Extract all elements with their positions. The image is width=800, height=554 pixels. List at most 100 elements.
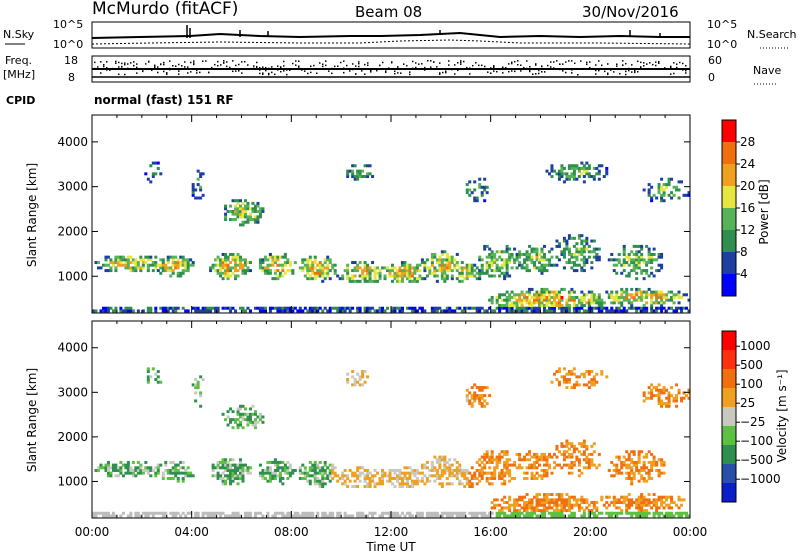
data-cell xyxy=(620,301,624,305)
data-cell xyxy=(498,304,502,308)
data-cell xyxy=(555,295,559,299)
data-cell xyxy=(540,458,544,462)
data-cell xyxy=(393,306,397,310)
data-cell xyxy=(460,468,464,472)
data-cell xyxy=(525,295,529,299)
nave-dot xyxy=(100,61,102,63)
data-cell xyxy=(642,455,646,459)
data-cell xyxy=(627,503,631,507)
data-cell xyxy=(490,471,494,475)
data-cell xyxy=(236,423,240,427)
data-cell xyxy=(303,274,307,278)
data-cell xyxy=(321,471,325,475)
data-cell xyxy=(323,514,327,518)
data-cell xyxy=(214,474,218,478)
data-cell xyxy=(328,468,332,472)
data-cell xyxy=(174,266,178,270)
data-cell xyxy=(478,471,482,475)
data-cell xyxy=(572,175,576,179)
data-cell xyxy=(687,193,691,197)
data-cell xyxy=(675,503,679,507)
data-cell xyxy=(116,261,120,265)
data-cell xyxy=(211,266,215,270)
data-cell xyxy=(440,271,444,275)
data-cell xyxy=(587,458,591,462)
data-cell xyxy=(590,378,594,382)
data-cell xyxy=(458,279,462,283)
nave-dot xyxy=(457,62,459,64)
data-cell xyxy=(448,468,452,472)
data-cell xyxy=(468,271,472,275)
data-cell xyxy=(96,266,100,270)
data-cell xyxy=(513,463,517,467)
data-cell xyxy=(538,498,542,502)
data-cell xyxy=(470,263,474,267)
data-cell xyxy=(662,183,666,187)
nave-dot xyxy=(193,62,195,64)
data-cell xyxy=(567,514,571,518)
data-cell xyxy=(480,258,484,262)
data-cell xyxy=(550,169,554,173)
data-cell xyxy=(371,511,375,515)
data-cell xyxy=(313,476,317,480)
data-cell xyxy=(560,509,564,513)
data-cell xyxy=(510,252,514,256)
data-cell xyxy=(687,514,691,518)
data-cell xyxy=(538,252,542,256)
data-cell xyxy=(179,263,183,267)
data-cell xyxy=(677,495,681,499)
data-cell xyxy=(490,452,494,456)
data-cell xyxy=(438,258,442,262)
nave-dot xyxy=(502,66,504,68)
data-cell xyxy=(515,509,519,513)
data-cell xyxy=(567,258,571,262)
data-cell xyxy=(495,250,499,254)
data-cell xyxy=(627,271,631,275)
data-cell xyxy=(114,514,118,518)
data-cell xyxy=(545,309,549,313)
data-cell xyxy=(430,511,434,515)
data-cell xyxy=(500,450,504,454)
data-cell xyxy=(617,471,621,475)
data-cell xyxy=(149,474,153,478)
data-cell xyxy=(687,309,691,313)
data-cell xyxy=(542,509,546,513)
data-cell xyxy=(438,460,442,464)
data-cell xyxy=(547,455,551,459)
data-cell xyxy=(346,372,350,376)
data-cell xyxy=(635,463,639,467)
data-cell xyxy=(555,463,559,467)
data-cell xyxy=(555,304,559,308)
data-cell xyxy=(637,450,641,454)
data-cell xyxy=(196,386,200,390)
data-cell xyxy=(525,501,529,505)
nave-dot xyxy=(277,69,279,71)
data-cell xyxy=(226,468,230,472)
data-cell xyxy=(637,506,641,510)
data-cell xyxy=(587,298,591,302)
data-cell xyxy=(590,306,594,310)
data-cell xyxy=(455,468,459,472)
nave-dot xyxy=(337,65,339,67)
data-cell xyxy=(635,501,639,505)
data-cell xyxy=(298,468,302,472)
data-cell xyxy=(582,372,586,376)
data-cell xyxy=(552,295,556,299)
data-cell xyxy=(234,258,238,262)
data-cell xyxy=(430,258,434,262)
data-cell xyxy=(331,514,335,518)
data-cell xyxy=(438,476,442,480)
nave-dot xyxy=(445,71,447,74)
data-cell xyxy=(101,309,105,313)
data-cell xyxy=(224,269,228,273)
data-cell xyxy=(425,514,429,518)
data-cell xyxy=(276,277,280,281)
data-cell xyxy=(582,444,586,448)
data-cell xyxy=(520,301,524,305)
data-cell xyxy=(450,463,454,467)
data-cell xyxy=(572,367,576,371)
data-cell xyxy=(346,175,350,179)
data-cell xyxy=(647,287,651,291)
data-cell xyxy=(273,277,277,281)
data-cell xyxy=(518,301,522,305)
